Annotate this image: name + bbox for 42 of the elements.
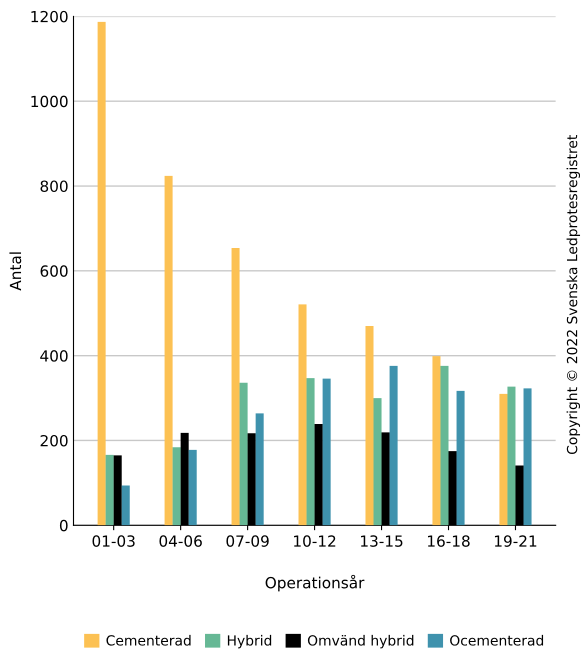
bar <box>240 382 248 526</box>
bar <box>390 366 398 526</box>
y-tick-label: 800 <box>40 180 68 192</box>
bar <box>188 450 197 526</box>
y-tick-label: 0 <box>60 520 68 532</box>
x-tick-label: 19-21 <box>494 535 536 547</box>
y-tick-label: 600 <box>40 265 68 277</box>
y-tick-label: 1000 <box>31 96 68 108</box>
x-tick-label: 16-18 <box>428 535 470 547</box>
bar <box>298 304 307 526</box>
bar <box>374 398 382 526</box>
x-tick-label: 13-15 <box>361 535 402 547</box>
bar <box>98 22 106 526</box>
legend-label: Hybrid <box>228 634 272 648</box>
x-axis-title: Operationsår <box>266 574 364 592</box>
bar <box>164 176 173 526</box>
bar <box>306 378 315 526</box>
bar <box>232 248 240 526</box>
bar <box>440 366 449 526</box>
x-tick-label: 10-12 <box>294 535 336 547</box>
bar <box>122 485 130 526</box>
text: Copyright © 2022 Svenska Ledprotesregistret <box>566 135 580 454</box>
x-tick-label: 01-03 <box>92 535 135 547</box>
x-tick-label: 04-06 <box>159 535 202 547</box>
y-tick-label: 400 <box>40 350 68 362</box>
bar <box>106 454 114 526</box>
bar <box>432 356 440 526</box>
bar <box>365 326 374 526</box>
x-tick-label: 07-09 <box>226 535 269 547</box>
bar <box>322 378 331 526</box>
bar <box>456 390 465 526</box>
y-axis-title: Antal <box>9 252 22 291</box>
bar <box>524 388 532 526</box>
bar <box>499 394 508 526</box>
bar <box>507 386 516 526</box>
bar <box>256 413 264 526</box>
legend-label: Omvänd hybrid <box>308 634 414 648</box>
legend-label: Ocementerad <box>450 634 544 646</box>
legend-label: Cementerad <box>106 634 191 646</box>
y-tick-label: 1200 <box>31 10 68 22</box>
y-tick-label: 200 <box>40 434 68 447</box>
bar <box>172 447 181 526</box>
